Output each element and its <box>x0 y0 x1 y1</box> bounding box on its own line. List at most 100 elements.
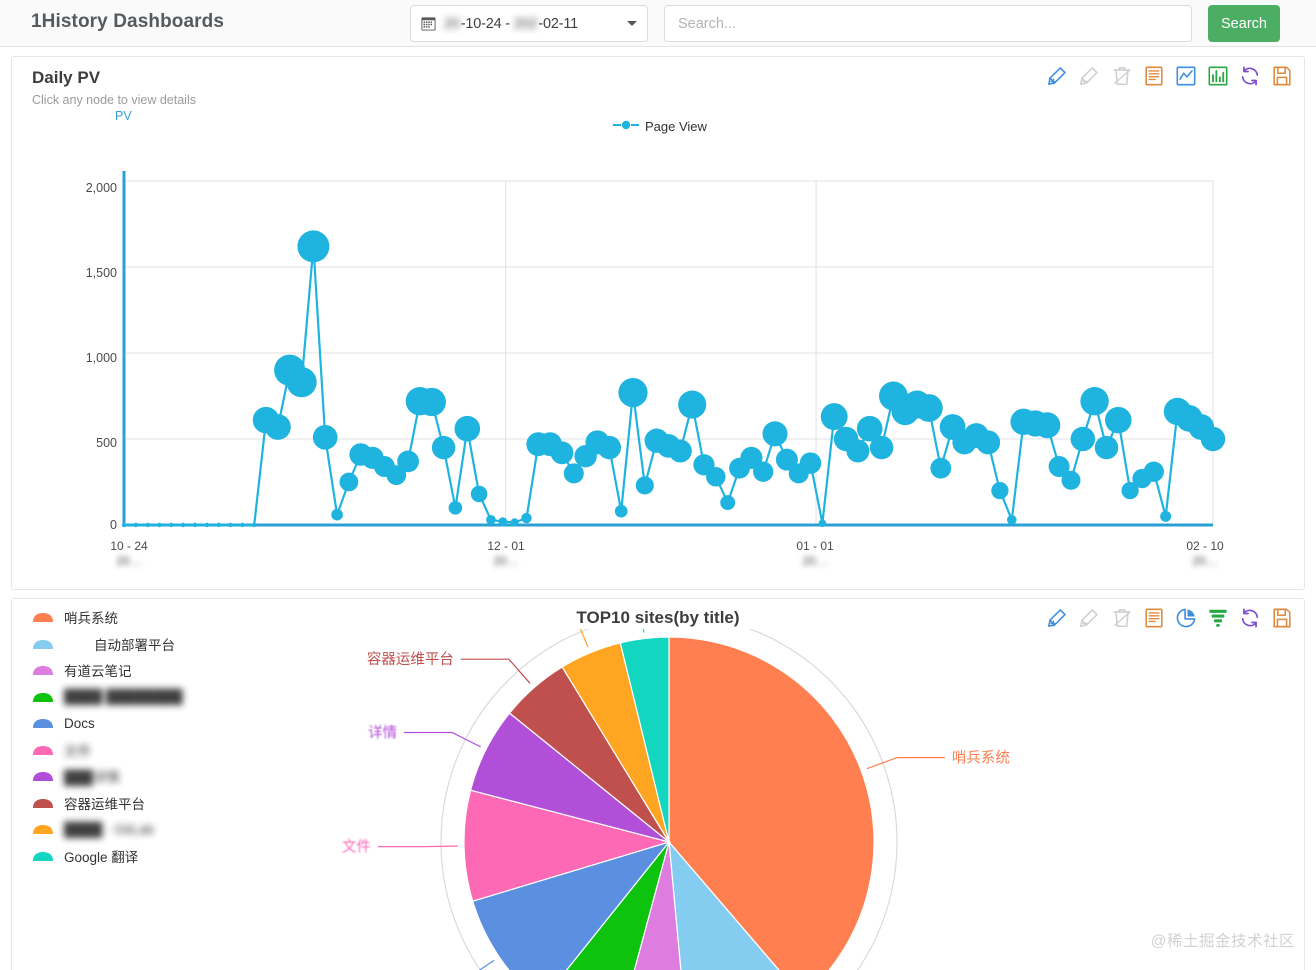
data-point[interactable] <box>1094 435 1119 460</box>
refresh-icon[interactable] <box>1239 65 1261 87</box>
data-point[interactable] <box>331 508 343 521</box>
pie-slice[interactable] <box>668 840 803 970</box>
data-point[interactable] <box>799 452 822 474</box>
data-point[interactable] <box>930 457 952 479</box>
pie-slice[interactable] <box>619 636 670 843</box>
edit-add-icon[interactable] <box>1047 607 1069 629</box>
pie-legend-item[interactable]: Docs <box>32 710 282 737</box>
bar-chart-icon[interactable] <box>1207 65 1229 87</box>
data-point[interactable] <box>1143 461 1164 482</box>
pie-legend-item[interactable]: 自动部署平台 <box>32 631 282 658</box>
data-point[interactable] <box>431 435 456 460</box>
data-point[interactable] <box>1034 412 1061 439</box>
data-point[interactable] <box>417 387 446 417</box>
data-point[interactable] <box>181 522 186 528</box>
data-point[interactable] <box>470 485 488 503</box>
data-point[interactable] <box>976 430 1001 455</box>
date-range-picker[interactable]: 20 -10-24 - 202 -02-11 <box>410 5 648 42</box>
data-point[interactable] <box>454 415 481 442</box>
data-point[interactable] <box>216 522 221 528</box>
data-point[interactable] <box>169 522 174 528</box>
data-point[interactable] <box>386 465 407 485</box>
data-point[interactable] <box>869 435 894 460</box>
pie-legend-item[interactable]: Google 翻译 <box>32 843 282 870</box>
data-point[interactable] <box>1105 406 1132 434</box>
data-point[interactable] <box>846 439 870 463</box>
data-point[interactable] <box>550 441 574 465</box>
data-point[interactable] <box>991 481 1009 500</box>
data-point[interactable] <box>121 522 127 528</box>
refresh-icon[interactable] <box>1239 607 1261 629</box>
data-point[interactable] <box>820 403 848 431</box>
data-point[interactable] <box>448 501 463 515</box>
data-point[interactable] <box>510 518 519 527</box>
data-point[interactable] <box>145 522 150 528</box>
data-point[interactable] <box>678 390 707 419</box>
edit-add-icon[interactable] <box>1047 65 1069 87</box>
search-input[interactable] <box>664 5 1192 42</box>
data-point[interactable] <box>397 450 419 473</box>
data-point[interactable] <box>286 367 317 398</box>
pie-legend-item[interactable]: ███详情 <box>32 763 282 790</box>
search-button[interactable]: Search <box>1208 5 1280 42</box>
data-point[interactable] <box>486 514 496 525</box>
save-icon[interactable] <box>1271 607 1293 629</box>
pie-chart-icon[interactable] <box>1175 607 1197 629</box>
pie-legend-item[interactable]: ████ · GitLab <box>32 816 282 843</box>
data-point[interactable] <box>720 495 736 511</box>
daily-pv-plot[interactable] <box>12 109 1304 587</box>
data-point[interactable] <box>133 522 138 528</box>
data-point[interactable] <box>1048 455 1070 478</box>
pie-legend-item[interactable]: ████ ████████ <box>32 684 282 711</box>
data-point[interactable] <box>1061 470 1081 490</box>
data-point[interactable] <box>297 230 330 263</box>
data-point[interactable] <box>498 517 508 526</box>
data-point[interactable] <box>265 414 291 440</box>
data-point[interactable] <box>204 522 210 528</box>
save-icon[interactable] <box>1271 65 1293 87</box>
legend-page-view[interactable]: Page View <box>613 119 707 134</box>
pie-slice[interactable] <box>471 840 671 970</box>
pie-legend-item[interactable]: 有道云笔记 <box>32 657 282 684</box>
data-point[interactable] <box>252 522 257 528</box>
data-point[interactable] <box>706 467 726 487</box>
data-point[interactable] <box>563 463 584 484</box>
data-point[interactable] <box>1121 481 1139 500</box>
data-point[interactable] <box>775 448 798 471</box>
line-chart-icon[interactable] <box>1175 65 1197 87</box>
data-point[interactable] <box>856 415 883 442</box>
data-point[interactable] <box>228 522 233 528</box>
data-point[interactable] <box>597 435 622 460</box>
data-point[interactable] <box>762 421 788 447</box>
data-point[interactable] <box>521 512 532 524</box>
data-point[interactable] <box>740 446 763 469</box>
data-point[interactable] <box>818 519 827 528</box>
data-point[interactable] <box>753 461 774 482</box>
data-point[interactable] <box>339 472 359 492</box>
data-point[interactable] <box>1200 426 1226 452</box>
data-point[interactable] <box>668 439 692 463</box>
pie-legend-item[interactable]: 容器运维平台 <box>32 790 282 817</box>
data-point[interactable] <box>312 424 338 450</box>
data-point[interactable] <box>635 476 654 495</box>
pie-legend-item[interactable]: 哨兵系统 <box>32 604 282 631</box>
data-point[interactable] <box>614 504 628 518</box>
data-point[interactable] <box>1160 510 1172 522</box>
data-point[interactable] <box>192 522 198 528</box>
data-point[interactable] <box>618 377 648 408</box>
data-point[interactable] <box>1080 386 1109 416</box>
pie-slice[interactable] <box>616 841 688 970</box>
data-point[interactable] <box>915 394 943 422</box>
data-point[interactable] <box>1006 514 1017 525</box>
document-icon[interactable] <box>1143 607 1165 629</box>
pie-legend-item[interactable]: 文件 <box>32 737 282 764</box>
pie-slice[interactable] <box>668 636 875 970</box>
data-point[interactable] <box>157 522 162 528</box>
pie-slice[interactable] <box>463 789 672 902</box>
funnel-icon[interactable] <box>1207 607 1229 629</box>
document-icon[interactable] <box>1143 65 1165 87</box>
data-point[interactable] <box>240 522 245 528</box>
data-point[interactable] <box>1070 426 1096 452</box>
